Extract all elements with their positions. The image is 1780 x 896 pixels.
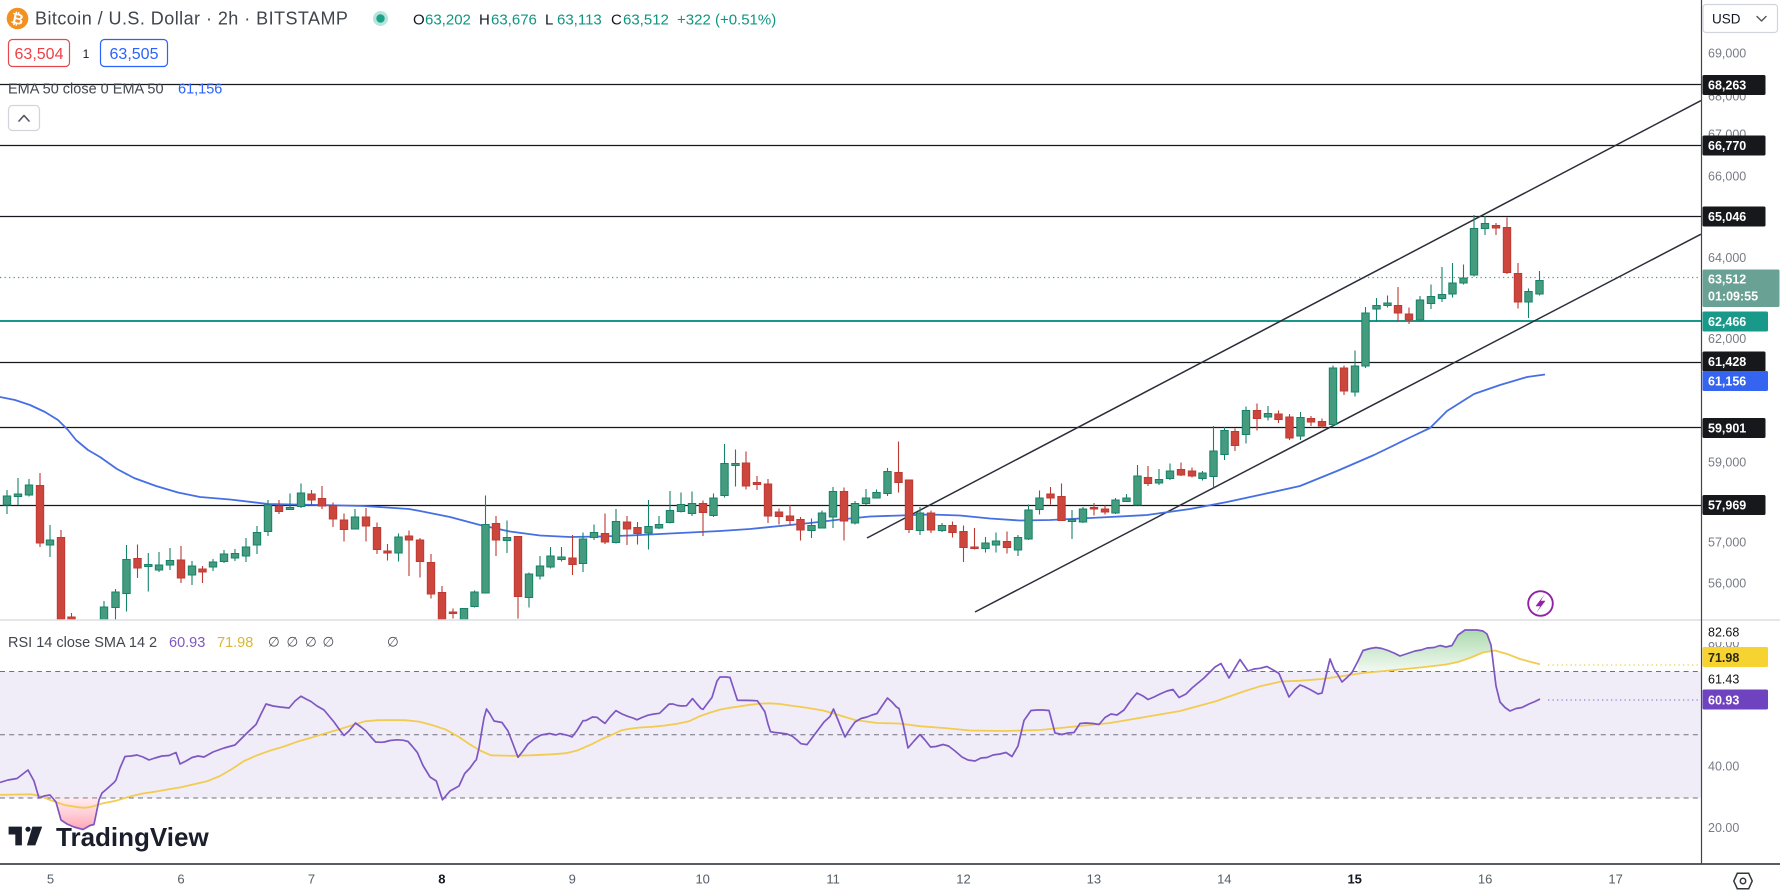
svg-text:USD: USD (1712, 12, 1741, 27)
svg-text:65,046: 65,046 (1708, 210, 1746, 224)
svg-text:63,504: 63,504 (15, 46, 64, 63)
svg-text:+322 (+0.51%): +322 (+0.51%) (677, 12, 776, 29)
svg-text:EMA 50 close 0 EMA 50: EMA 50 close 0 EMA 50 (8, 82, 164, 98)
svg-text:TradingView: TradingView (56, 822, 209, 852)
svg-text:62,466: 62,466 (1708, 315, 1746, 329)
svg-text:₿: ₿ (10, 10, 26, 29)
svg-text:∅: ∅ (305, 635, 317, 650)
svg-text:64,000: 64,000 (1708, 251, 1746, 265)
svg-text:20.00: 20.00 (1708, 821, 1739, 835)
svg-text:71.98: 71.98 (217, 635, 253, 651)
svg-text:O: O (413, 12, 425, 29)
svg-text:60.93: 60.93 (1708, 694, 1739, 708)
svg-text:66,000: 66,000 (1708, 169, 1746, 183)
svg-text:H: H (479, 12, 490, 29)
svg-text:∅: ∅ (323, 635, 335, 650)
svg-text:82.68: 82.68 (1708, 626, 1739, 640)
svg-text:59,901: 59,901 (1708, 421, 1746, 435)
svg-text:63,505: 63,505 (110, 46, 159, 63)
svg-text:71.98: 71.98 (1708, 651, 1739, 665)
svg-text:57,969: 57,969 (1708, 498, 1746, 512)
svg-text:57,000: 57,000 (1708, 535, 1746, 549)
svg-text:14: 14 (1217, 872, 1231, 887)
svg-text:13: 13 (1087, 872, 1101, 887)
svg-text:L: L (545, 12, 553, 29)
svg-text:69,000: 69,000 (1708, 47, 1746, 61)
svg-text:63,512: 63,512 (623, 12, 669, 29)
svg-text:∅: ∅ (387, 635, 399, 650)
svg-text:RSI 14 close SMA 14 2: RSI 14 close SMA 14 2 (8, 635, 157, 651)
svg-text:59,000: 59,000 (1708, 455, 1746, 469)
svg-text:1: 1 (83, 47, 90, 61)
svg-text:Bitcoin / U.S. Dollar · 2h · B: Bitcoin / U.S. Dollar · 2h · BITSTAMP (35, 9, 348, 29)
svg-text:C: C (611, 12, 622, 29)
svg-text:63,676: 63,676 (491, 12, 537, 29)
svg-text:61,156: 61,156 (1708, 374, 1746, 388)
svg-text:8: 8 (438, 872, 445, 887)
svg-text:7: 7 (308, 872, 315, 887)
svg-text:∅: ∅ (268, 635, 280, 650)
svg-text:16: 16 (1478, 872, 1492, 887)
svg-text:15: 15 (1347, 872, 1361, 887)
svg-text:11: 11 (826, 872, 840, 887)
svg-text:9: 9 (569, 872, 576, 887)
svg-text:∅: ∅ (287, 635, 299, 650)
svg-text:17: 17 (1608, 872, 1622, 887)
svg-text:60.93: 60.93 (169, 635, 205, 651)
svg-text:6: 6 (177, 872, 184, 887)
svg-text:68,263: 68,263 (1708, 78, 1746, 92)
svg-text:5: 5 (47, 872, 54, 887)
svg-text:63,202: 63,202 (425, 12, 471, 29)
svg-text:61,156: 61,156 (178, 82, 222, 98)
svg-text:63,113: 63,113 (557, 12, 602, 29)
svg-text:40.00: 40.00 (1708, 759, 1739, 773)
svg-text:01:09:55: 01:09:55 (1708, 290, 1758, 304)
svg-text:61.43: 61.43 (1708, 672, 1739, 686)
svg-text:66,770: 66,770 (1708, 139, 1746, 153)
svg-text:61,428: 61,428 (1708, 355, 1746, 369)
svg-text:10: 10 (695, 872, 709, 887)
svg-text:56,000: 56,000 (1708, 576, 1746, 590)
svg-text:12: 12 (956, 872, 970, 887)
svg-text:63,512: 63,512 (1708, 273, 1746, 287)
svg-text:62,000: 62,000 (1708, 332, 1746, 346)
